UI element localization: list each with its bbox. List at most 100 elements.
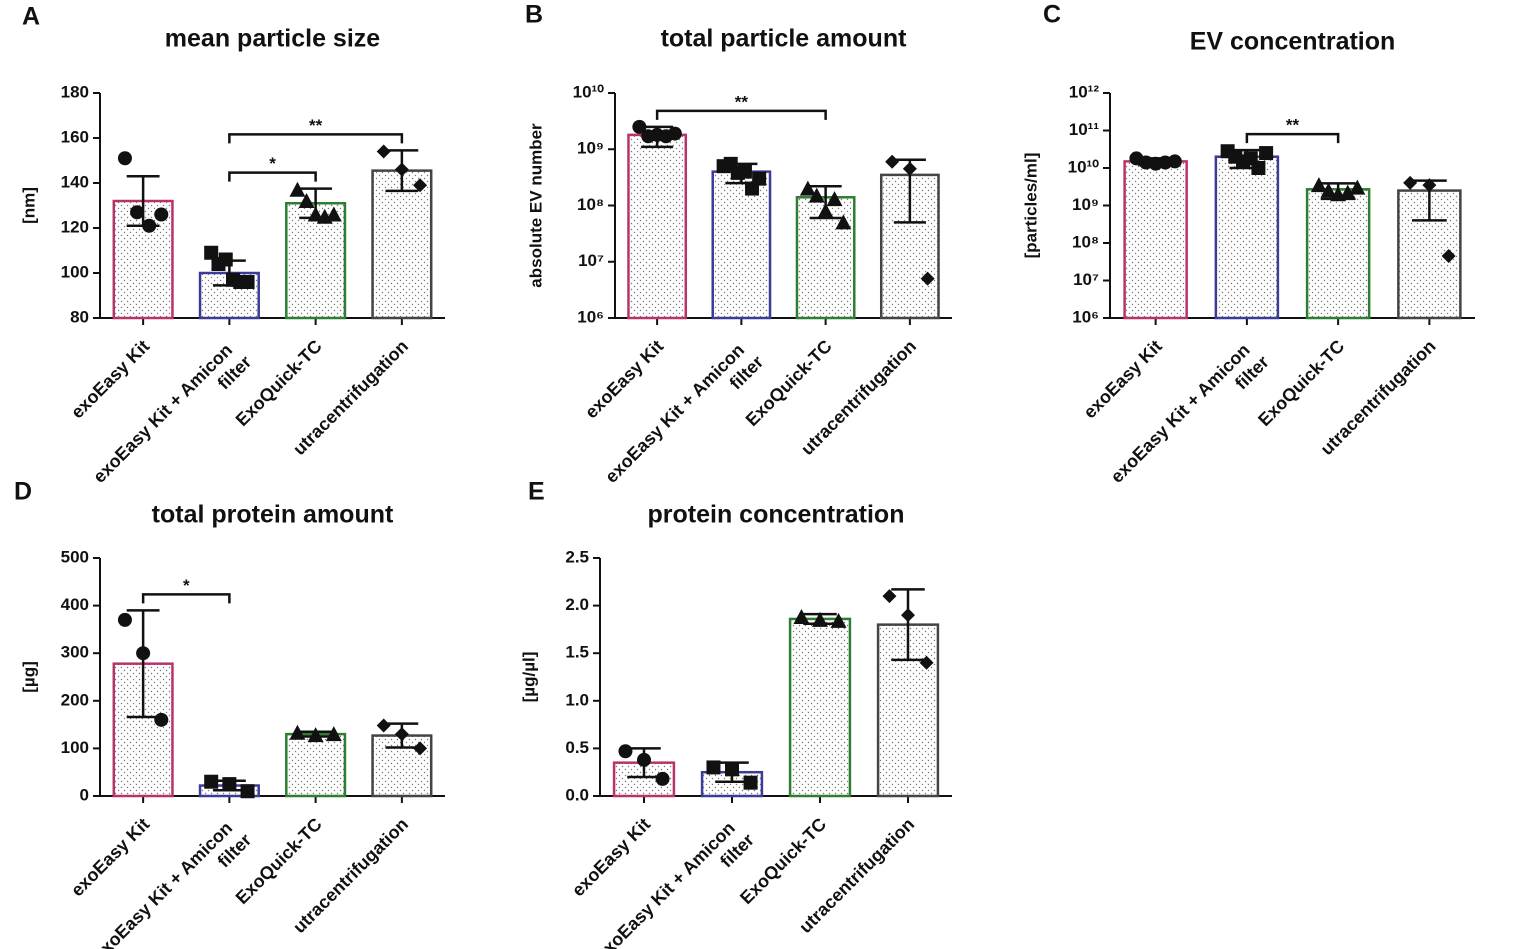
y-axis-label: [nm] (19, 187, 38, 224)
significance-bracket (228, 171, 317, 182)
data-point (117, 151, 132, 166)
significance-label: * (269, 154, 276, 173)
x-tick-label: exoEasy Kit + Amicon filter (89, 814, 255, 949)
data-point (799, 180, 816, 196)
x-tick-label: exoEasy Kit + Amicon filter (601, 336, 767, 502)
data-point (142, 218, 157, 233)
data-point (376, 144, 391, 159)
y-tick-label: 1.0 (565, 690, 589, 709)
bar (788, 617, 852, 798)
x-tick-label: ExoQuick-TC (736, 814, 830, 908)
x-tick-label-line: exoEasy Kit + Amicon (592, 814, 743, 949)
panel-label: E (528, 478, 545, 506)
panel-label: C (1043, 1, 1061, 29)
bar (711, 170, 772, 320)
data-point (901, 608, 915, 623)
data-point (743, 775, 758, 790)
data-point (812, 611, 828, 627)
x-tick-label: ExoQuick-TC (1254, 336, 1348, 430)
bar (285, 202, 347, 320)
data-point (835, 214, 852, 230)
significance-bracket (655, 109, 827, 120)
significance-bracket (228, 133, 404, 144)
y-tick-label: 10¹² (1069, 82, 1100, 101)
significance-label: ** (1286, 116, 1300, 135)
data-point (1259, 146, 1274, 161)
x-tick-label: exoEasy Kit (581, 336, 667, 422)
panel-label: D (14, 478, 32, 506)
y-tick-label: 10¹¹ (1069, 120, 1100, 139)
data-point (240, 784, 255, 799)
y-tick-label: 10⁸ (1072, 232, 1099, 251)
y-tick-label: 160 (61, 127, 89, 146)
data-point (920, 271, 935, 286)
data-point (136, 646, 151, 661)
y-tick-label: 120 (61, 217, 89, 236)
y-tick-label: 300 (61, 643, 89, 662)
y-tick-label: 10¹⁰ (1068, 157, 1100, 176)
x-tick-label: exoEasy Kit (1080, 336, 1166, 422)
data-point (307, 727, 324, 743)
data-point (793, 609, 810, 625)
data-point (919, 655, 934, 670)
y-tick-label: 10⁶ (1072, 307, 1099, 326)
data-point (413, 741, 428, 756)
y-tick-label: 140 (61, 172, 89, 191)
data-point (376, 718, 391, 733)
chart-title: mean particle size (165, 25, 380, 53)
data-point (1339, 184, 1356, 200)
data-point (1167, 154, 1182, 169)
data-point (289, 724, 306, 740)
data-point (737, 164, 752, 179)
error-bar (891, 588, 925, 662)
data-point (885, 154, 900, 169)
y-tick-label: 10⁶ (577, 307, 604, 326)
chart-title: total protein amount (152, 501, 394, 529)
data-point (117, 612, 132, 627)
x-tick-label-line: exoEasy Kit + Amicon (601, 336, 752, 487)
y-tick-label: 0 (80, 785, 89, 804)
chart-title: total particle amount (661, 25, 908, 53)
data-point (637, 752, 651, 767)
y-tick-label: 10⁹ (1072, 195, 1099, 214)
y-tick-label: 0.0 (565, 785, 589, 804)
data-point (725, 762, 739, 777)
data-point (204, 245, 219, 260)
data-point (830, 612, 847, 628)
x-tick-label-line: exoEasy Kit + Amicon (89, 336, 240, 487)
chart-title: protein concentration (648, 501, 905, 529)
x-tick-label: ExoQuick-TC (232, 814, 326, 908)
panel-label: B (525, 1, 543, 29)
bar (285, 732, 347, 798)
data-point (154, 207, 169, 222)
data-point (1310, 177, 1327, 193)
y-tick-label: 2.5 (565, 547, 589, 566)
y-axis-label: absolute EV number (526, 123, 545, 288)
data-point (1422, 178, 1437, 193)
data-point (325, 206, 342, 222)
y-tick-label: 200 (61, 690, 89, 709)
y-tick-label: 1.5 (565, 643, 589, 662)
y-axis-label: [µg] (19, 661, 38, 693)
data-point (130, 205, 145, 220)
y-axis-label: [µg/µl] (519, 652, 538, 703)
data-point (632, 119, 647, 134)
data-point (618, 744, 633, 759)
y-tick-label: 500 (61, 547, 89, 566)
y-axis-label: [particles/ml] (1021, 153, 1040, 259)
data-point (240, 275, 255, 289)
data-point (222, 777, 237, 792)
data-point (394, 162, 409, 177)
data-point (298, 193, 315, 208)
y-tick-label: 10⁹ (577, 139, 604, 158)
bar (627, 133, 688, 320)
x-tick-label: exoEasy Kit (67, 814, 153, 900)
data-point (706, 760, 721, 775)
y-tick-label: 10⁷ (1073, 270, 1099, 289)
y-tick-label: 180 (61, 82, 89, 101)
x-tick-label-line: exoEasy Kit + Amicon (89, 814, 240, 949)
data-point (413, 178, 428, 193)
x-tick-label: ExoQuick-TC (742, 336, 836, 430)
significance-bracket (1245, 132, 1340, 144)
